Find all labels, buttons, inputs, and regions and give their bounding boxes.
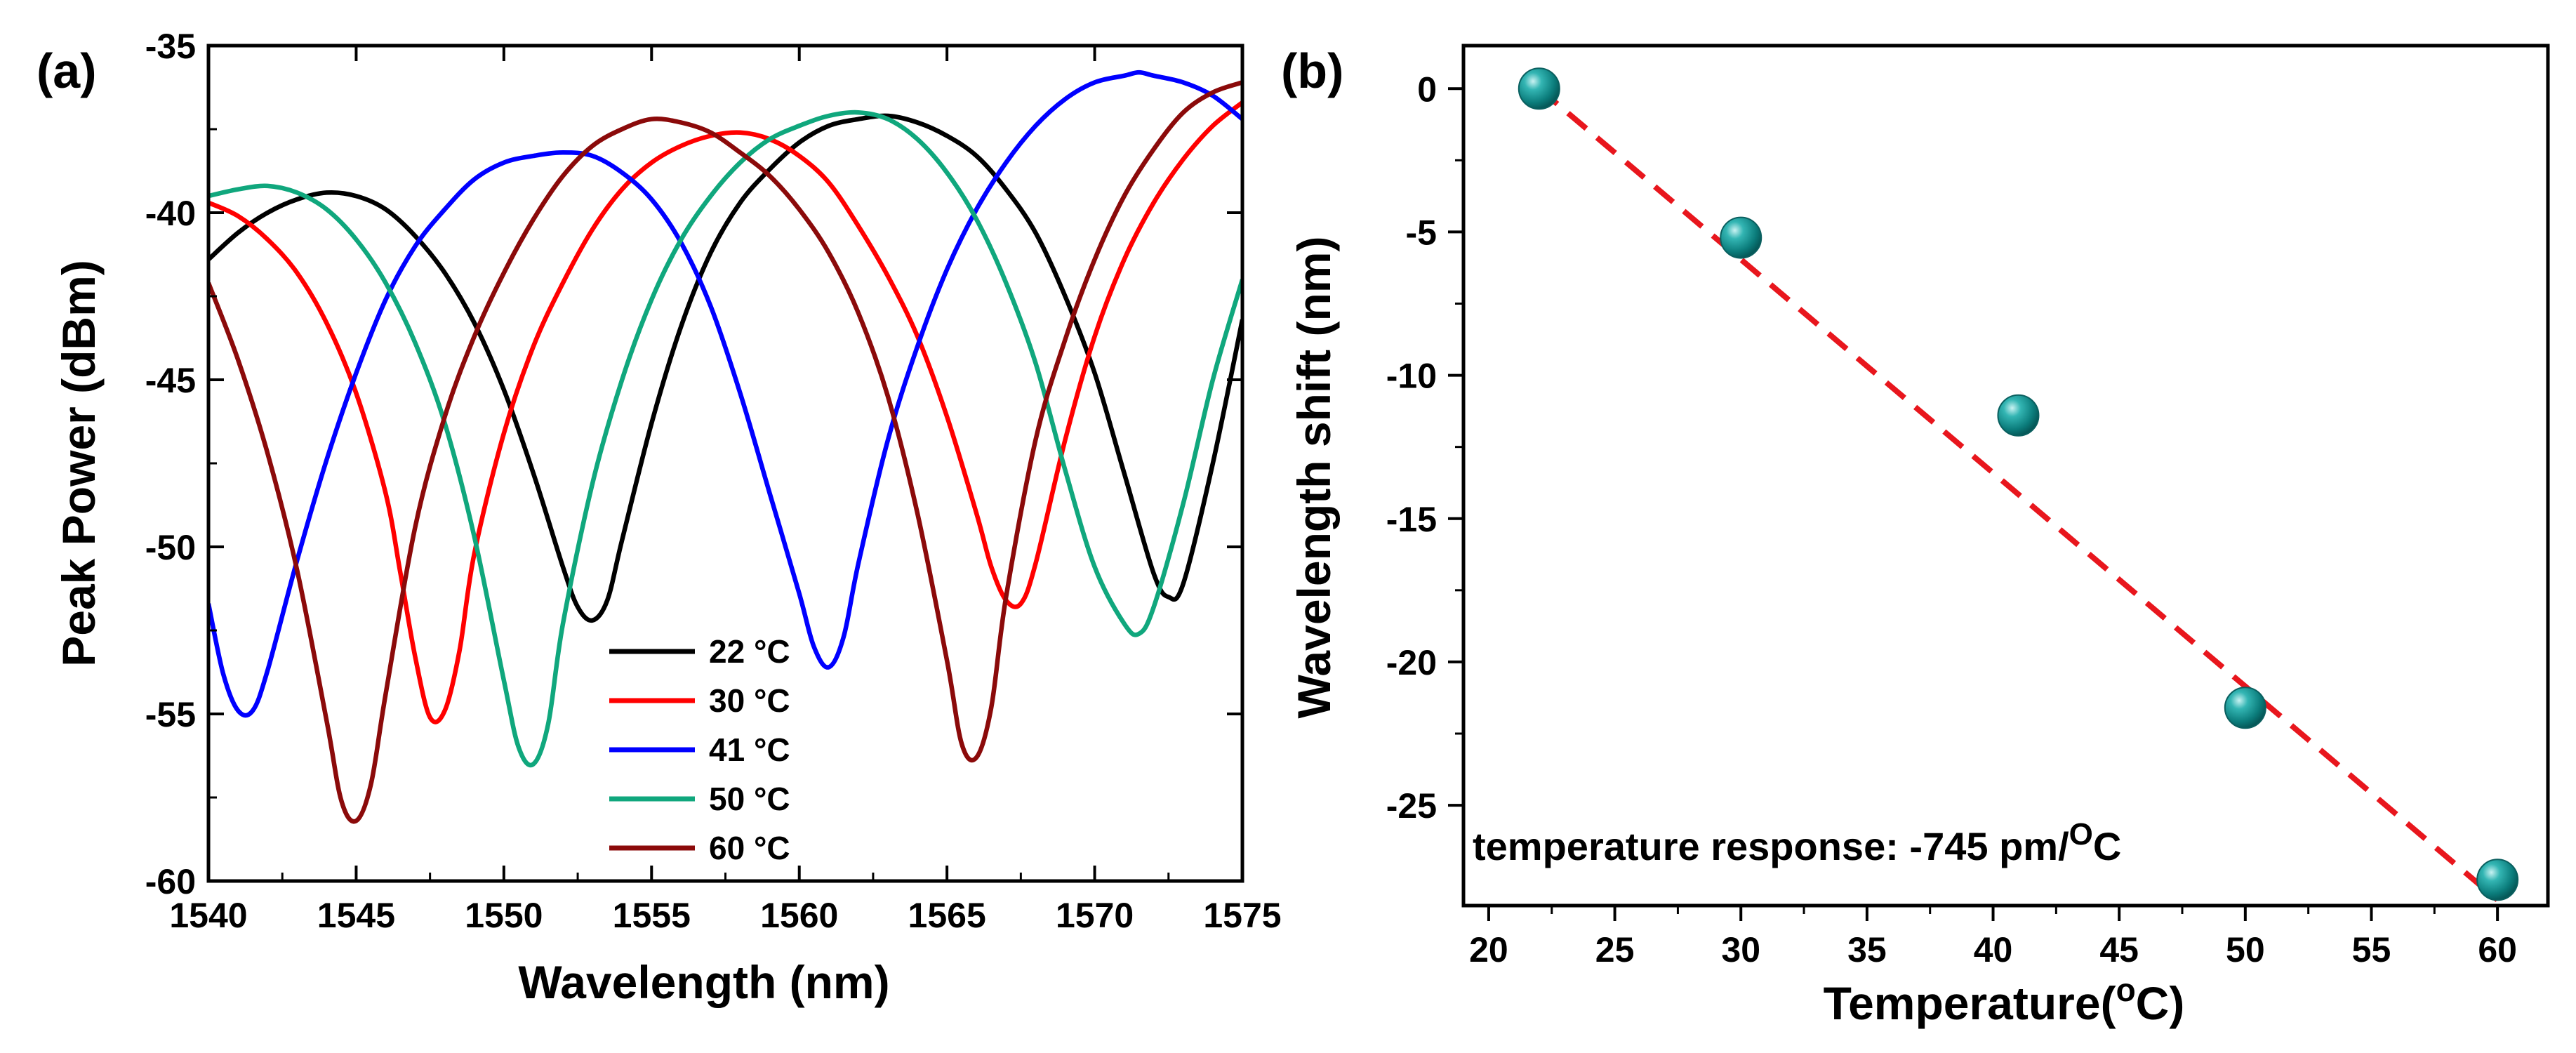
y-tick-label: -5 [1406, 213, 1437, 252]
panel-a-x-ticks: 1540 1545 1550 1555 1560 1565 1570 1575 [169, 46, 1282, 935]
panel-a-legend: 22 °C 30 °C 41 °C 50 °C 60 °C [609, 633, 790, 866]
x-tick-label: 40 [1974, 930, 2013, 969]
panel-a-plot-area [208, 69, 1242, 824]
panel-b-linear-fit-line [1537, 86, 2499, 902]
panel-b-label: (b) [1281, 44, 1343, 98]
series-line-30c [208, 100, 1242, 724]
x-tick-label: 1550 [465, 896, 543, 935]
x-tick-label: 20 [1469, 930, 1508, 969]
legend-label: 50 °C [709, 781, 790, 817]
panel-b-y-ticks: 0 -5 -10 -15 -20 -25 [1386, 69, 1463, 826]
y-tick-label: 0 [1417, 69, 1437, 109]
x-tick-label: 1560 [760, 896, 838, 935]
series-line-60c [208, 80, 1242, 824]
x-tick-label: 1565 [908, 896, 986, 935]
y-tick-label: -25 [1386, 786, 1437, 826]
panel-b-data-points [1518, 67, 2519, 901]
panel-a-x-axis-title: Wavelength (nm) [518, 956, 889, 1008]
legend-label: 60 °C [709, 830, 790, 866]
panel-a-label: (a) [36, 44, 97, 98]
x-tick-label: 1545 [317, 896, 395, 935]
y-tick-label: -15 [1386, 500, 1437, 539]
y-tick-label: -10 [1386, 357, 1437, 396]
panel-a-y-axis-title: Peak Power (dBm) [53, 260, 105, 667]
series-line-50c [208, 110, 1242, 768]
legend-label: 30 °C [709, 682, 790, 719]
y-tick-label: -35 [145, 27, 196, 66]
panel-b-y-axis-title: Wavelength shift (nm) [1288, 237, 1340, 719]
data-point [1518, 67, 1560, 110]
panel-b-frame [1461, 44, 2550, 908]
x-tick-label: 45 [2099, 930, 2139, 969]
y-tick-label: -40 [145, 194, 196, 233]
x-tick-label: 35 [1847, 930, 1887, 969]
y-tick-label: -55 [145, 695, 196, 734]
panel-b: (b) 20 25 30 35 40 45 50 55 60 0 -5 -10 -15 -20 -25 t… [1281, 44, 2550, 1029]
panel-a: (a) 1540 1545 1550 1555 1560 1565 1570 1575 -60… [36, 27, 1282, 1008]
x-tick-label: 1555 [613, 896, 691, 935]
x-tick-label: 50 [2226, 930, 2265, 969]
series-line-41c [208, 69, 1242, 718]
data-point [2476, 859, 2519, 901]
y-tick-label: -50 [145, 528, 196, 567]
x-tick-label: 55 [2352, 930, 2391, 969]
panel-b-x-axis-title: Temperature(oC) [1824, 972, 2185, 1029]
legend-label: 22 °C [709, 633, 790, 670]
x-tick-label: 60 [2478, 930, 2517, 969]
data-point [2224, 687, 2266, 729]
x-tick-label: 30 [1721, 930, 1760, 969]
data-point [1720, 216, 1762, 259]
x-tick-label: 25 [1595, 930, 1635, 969]
y-tick-label: -60 [145, 862, 196, 901]
y-tick-label: -20 [1386, 643, 1437, 682]
legend-label: 41 °C [709, 731, 790, 768]
panel-b-x-ticks: 20 25 30 35 40 45 50 55 60 [1469, 906, 2517, 969]
x-tick-label: 1570 [1056, 896, 1134, 935]
data-point [1997, 394, 2040, 437]
x-tick-label: 1540 [169, 896, 247, 935]
panel-a-y-ticks: -60 -55 -50 -45 -40 -35 [145, 27, 1242, 901]
y-tick-label: -45 [145, 361, 196, 400]
x-tick-label: 1575 [1203, 896, 1281, 935]
panel-b-annotation: temperature response: -745 pm/OC [1473, 817, 2121, 868]
series-line-22c [208, 113, 1242, 623]
